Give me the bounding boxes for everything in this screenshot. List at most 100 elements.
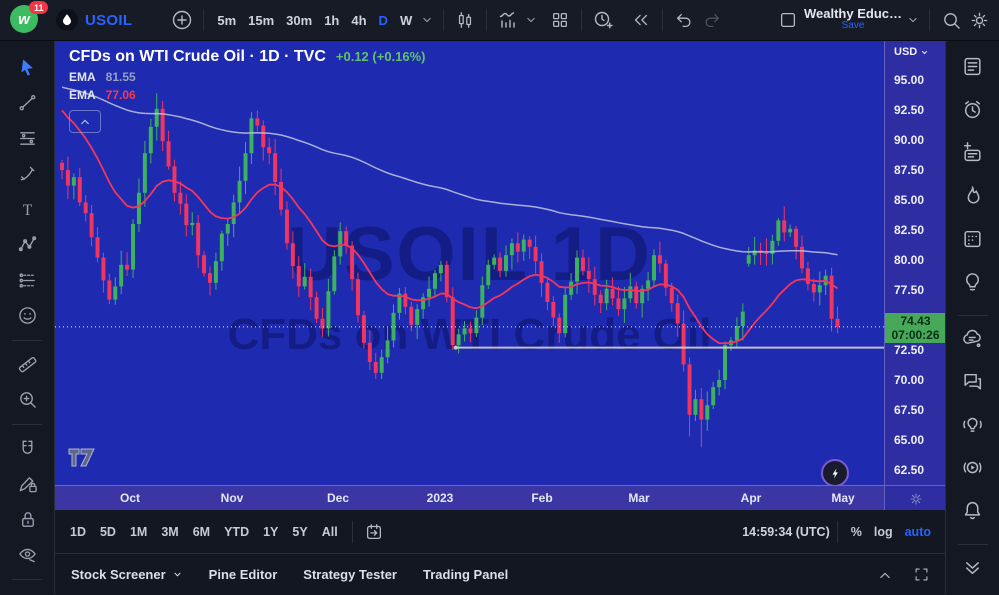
drawing-mode-lock[interactable] — [10, 467, 44, 501]
auto-scale-button[interactable]: auto — [904, 524, 931, 539]
calendar-panel[interactable] — [956, 223, 990, 255]
indicators-button[interactable] — [494, 6, 522, 34]
clock-utc[interactable]: 14:59:34 (UTC) — [742, 524, 830, 539]
cursor-tool[interactable] — [10, 50, 44, 84]
price-tick: 70.00 — [894, 373, 925, 387]
flash-boost-button[interactable] — [821, 459, 849, 485]
compare-add-symbol-button[interactable] — [168, 6, 196, 34]
range-1y[interactable]: 1Y — [263, 524, 279, 539]
symbol-search-button[interactable]: USOIL — [85, 11, 133, 29]
go-to-date-button[interactable] — [360, 518, 388, 546]
timeframe-15m[interactable]: 15m — [248, 12, 275, 28]
layout-name-menu[interactable]: Wealthy Educ… Save — [804, 7, 902, 32]
toolbar-divider — [662, 9, 664, 31]
range-3m[interactable]: 3M — [161, 524, 179, 539]
symbol-title[interactable]: CFDs on WTI Crude Oil · 1D · TVC +0.12 (+… — [69, 48, 426, 65]
time-axis[interactable]: Oct Nov Dec 2023 Feb Mar Apr May — [55, 485, 884, 511]
forecast-tool[interactable] — [10, 263, 44, 297]
timeframe-D[interactable]: D — [378, 12, 388, 28]
chevronsdown-icon — [966, 562, 979, 575]
timeframe-1h[interactable]: 1h — [324, 12, 340, 28]
tab-trading-panel[interactable]: Trading Panel — [422, 567, 509, 582]
redo-button[interactable] — [698, 6, 726, 34]
timeframe-5m[interactable]: 5m — [217, 12, 237, 28]
chats-icon — [964, 373, 982, 390]
playwaves-icon — [963, 461, 982, 474]
tradingview-user-logo[interactable]: w 11 — [10, 1, 48, 35]
lock-all-drawings[interactable] — [10, 502, 44, 536]
fib-retracement-tool[interactable] — [10, 121, 44, 155]
timeframe-4h[interactable]: 4h — [351, 12, 367, 28]
fullscreen-button[interactable] — [907, 561, 935, 589]
log-scale-button[interactable]: log — [873, 524, 893, 539]
price-axis[interactable]: USD 95.00 92.50 90.00 87.50 85.00 82.50 80.00 7… — [884, 40, 946, 510]
emoji-tool[interactable] — [10, 299, 44, 333]
timeframe-W[interactable]: W — [399, 12, 413, 28]
range-5d[interactable]: 5D — [99, 524, 116, 539]
chevron-down-icon — [922, 50, 928, 54]
zoom-in-tool[interactable] — [10, 383, 44, 417]
price-tick: 67.50 — [894, 403, 925, 417]
range-1m[interactable]: 1M — [129, 524, 148, 539]
timeframe-30m[interactable]: 30m — [286, 12, 313, 28]
candlestick-chart[interactable] — [55, 40, 884, 485]
live-ideas-panel[interactable] — [956, 408, 990, 440]
chart-style-button[interactable] — [451, 6, 479, 34]
journal-panel[interactable] — [956, 136, 990, 168]
undo-button[interactable] — [670, 6, 698, 34]
range-1d[interactable]: 1D — [70, 524, 86, 539]
layout-select-button[interactable] — [774, 6, 802, 34]
price-tick: 82.50 — [894, 223, 925, 237]
range-ytd[interactable]: YTD — [224, 524, 250, 539]
alerts-panel[interactable] — [956, 93, 990, 125]
tab-pine-editor[interactable]: Pine Editor — [208, 567, 278, 582]
range-6m[interactable]: 6M — [192, 524, 211, 539]
tab-stock-screener[interactable]: Stock Screener — [71, 567, 183, 582]
time-tick-Feb: Feb — [531, 491, 553, 505]
collapse-legend-button[interactable] — [69, 110, 101, 133]
layout-menu-chevron[interactable] — [904, 6, 922, 34]
ideas-panel[interactable] — [956, 266, 990, 298]
notifications-panel[interactable] — [956, 495, 990, 527]
bar-replay-button[interactable] — [627, 6, 655, 34]
tradingview-logo[interactable] — [68, 448, 96, 472]
bar-countdown: 07:00:26 — [891, 327, 940, 342]
magnet-mode[interactable] — [10, 431, 44, 465]
price-tick: 77.50 — [894, 283, 925, 297]
range-5y[interactable]: 5Y — [292, 524, 308, 539]
streams-panel[interactable] — [956, 452, 990, 484]
currency-selector[interactable]: USD — [894, 46, 929, 58]
range-all[interactable]: All — [321, 524, 338, 539]
create-alert-button[interactable] — [589, 6, 617, 34]
panel-expand-chevron-button[interactable] — [871, 561, 899, 589]
pattern-icon — [18, 236, 36, 252]
price-tick: 62.50 — [894, 463, 925, 477]
timeframe-menu-chevron[interactable] — [418, 6, 436, 34]
percent-scale-button[interactable]: % — [850, 524, 862, 539]
brush-icon — [20, 166, 34, 181]
chart-pane[interactable]: USOIL 1D CFDs on WTI Crude Oil CFDs on W… — [55, 40, 884, 485]
settings-gear-button[interactable] — [965, 6, 993, 34]
theme-sun-button[interactable] — [885, 485, 946, 511]
templates-grid-button[interactable] — [546, 6, 574, 34]
tab-strategy-tester[interactable]: Strategy Tester — [303, 567, 397, 582]
emoji-icon — [18, 307, 36, 324]
brush-tool[interactable] — [10, 157, 44, 191]
watchlist-panel[interactable] — [956, 50, 990, 82]
minds-panel[interactable] — [956, 322, 990, 354]
price-tick: 65.00 — [894, 433, 925, 447]
pattern-tool[interactable] — [10, 228, 44, 262]
chat-panel[interactable] — [956, 365, 990, 397]
hide-drawings[interactable] — [10, 538, 44, 572]
indicator-row-ema-slow[interactable]: EMA 81.55 — [69, 70, 136, 84]
measure-tool[interactable] — [10, 347, 44, 381]
indicator-row-ema-fast[interactable]: EMA 77.06 — [69, 88, 136, 102]
save-button[interactable]: Save — [841, 20, 865, 31]
price-tick: 92.50 — [894, 103, 925, 117]
more-panels[interactable] — [956, 551, 990, 583]
hotlists-panel[interactable] — [956, 180, 990, 212]
indicators-menu-chevron[interactable] — [522, 6, 540, 34]
text-tool[interactable]: T — [10, 192, 44, 226]
quick-search-button[interactable] — [937, 6, 965, 34]
trend-line-tool[interactable] — [10, 86, 44, 120]
